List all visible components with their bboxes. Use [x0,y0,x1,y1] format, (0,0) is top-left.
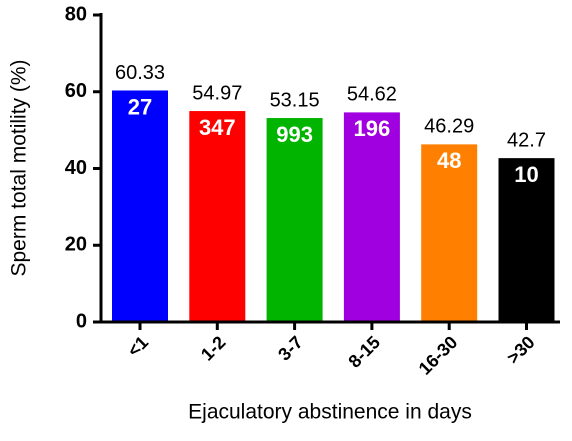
value-label: 42.7 [507,129,546,151]
x-tick-label: 3-7 [274,332,307,365]
y-tick-label: 60 [65,80,87,102]
y-tick-label: 20 [65,234,87,256]
bar [343,112,400,322]
value-label: 53.15 [270,89,320,111]
value-label: 54.62 [347,84,397,106]
y-tick-label: 40 [65,157,87,179]
count-label: 196 [354,116,391,141]
x-tick-label: 1-2 [197,332,230,365]
y-tick-label: 80 [65,3,87,25]
x-tick-label: 8-15 [344,332,384,372]
bar [498,158,555,322]
value-label: 46.29 [424,116,474,138]
bar [112,90,168,322]
x-axis-label: Ejaculatory abstinence in days [188,401,472,424]
x-tick-label: 16-30 [415,332,462,379]
value-label: 60.33 [115,62,165,84]
x-tick-label: <1 [124,332,153,361]
count-label: 10 [514,162,538,187]
bar [189,111,246,322]
y-tick-label: 0 [76,310,87,332]
bar [266,118,323,323]
count-label: 27 [128,94,152,119]
count-label: 48 [437,148,461,173]
bar [421,144,478,322]
x-tick-label: >30 [503,332,539,368]
value-label: 54.97 [192,82,242,104]
count-label: 993 [276,122,313,147]
count-label: 347 [199,115,236,140]
y-axis-label: Sperm total motility (%) [8,59,31,276]
